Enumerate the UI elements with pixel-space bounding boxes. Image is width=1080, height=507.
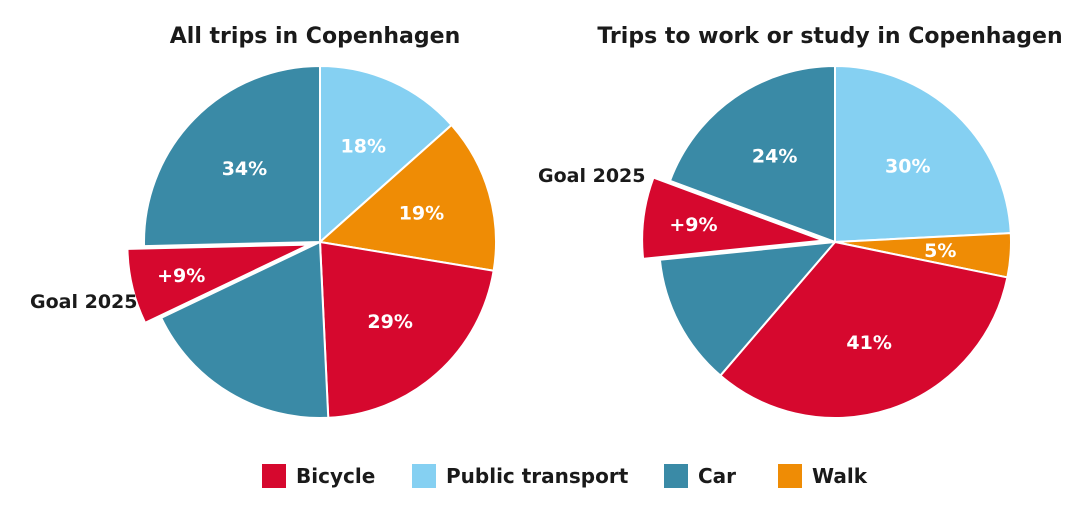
- pie-slice-car: [658, 241, 836, 377]
- legend-swatch: [664, 464, 688, 488]
- pie-left: 18% 19% 29% +9% Goal 2025 34%: [30, 65, 497, 419]
- pie-slice-car: [668, 65, 836, 243]
- legend-label: Car: [698, 464, 736, 488]
- slice-label: 30%: [885, 155, 930, 177]
- slice-label: 18%: [341, 136, 386, 158]
- legend-swatch: [262, 464, 286, 488]
- pie-slice-car: [143, 65, 321, 248]
- legend-item-car: Car: [664, 464, 736, 488]
- legend: Bicycle Public transport Car Walk: [262, 464, 868, 488]
- legend-label: Bicycle: [296, 464, 375, 488]
- legend-item-bicycle: Bicycle: [262, 464, 375, 488]
- legend-item-walk: Walk: [778, 464, 868, 488]
- slice-label: 34%: [222, 158, 267, 180]
- pie-slice-walk: [319, 124, 497, 272]
- slice-label: 41%: [846, 332, 891, 354]
- legend-swatch: [778, 464, 802, 488]
- slice-label: 24%: [752, 145, 797, 167]
- pie-slice-bicycle: [719, 241, 1009, 419]
- pie-slice-public-transport: [834, 65, 1012, 243]
- slice-label: 29%: [367, 311, 412, 333]
- slice-label: +9%: [157, 265, 205, 287]
- legend-swatch: [412, 464, 436, 488]
- legend-item-public-transport: Public transport: [412, 464, 629, 488]
- slice-label: 19%: [399, 203, 444, 225]
- pie-slice-car: [160, 241, 330, 419]
- pie-charts: 18% 19% 29% +9% Goal 2025 34% 30% 5% 41% +9% Goal …: [30, 65, 1012, 419]
- legend-label: Public transport: [446, 464, 629, 488]
- goal-annotation: Goal 2025: [30, 291, 137, 313]
- legend-label: Walk: [812, 464, 868, 488]
- pie-right: 30% 5% 41% +9% Goal 2025 24%: [538, 65, 1012, 419]
- goal-annotation: Goal 2025: [538, 165, 645, 187]
- pie-slice-bicycle-goal: [643, 178, 820, 258]
- pie-slice-public-transport: [319, 65, 453, 243]
- slice-label: +9%: [669, 214, 717, 236]
- chart-title-right: Trips to work or study in Copenhagen: [597, 24, 1062, 49]
- pie-slice-bicycle-goal: [128, 245, 305, 322]
- pie-slice-bicycle: [319, 241, 495, 419]
- slice-label: 5%: [924, 240, 956, 262]
- chart-title-left: All trips in Copenhagen: [170, 24, 460, 49]
